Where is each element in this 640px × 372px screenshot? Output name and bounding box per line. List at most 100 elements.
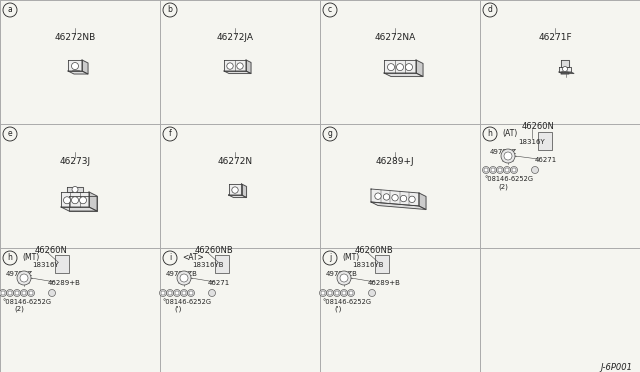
Text: °08146-6252G: °08146-6252G <box>162 299 211 305</box>
Text: <AT>: <AT> <box>182 253 204 262</box>
Polygon shape <box>419 193 426 209</box>
Text: 46289+J: 46289+J <box>376 157 414 167</box>
Text: a: a <box>8 6 12 15</box>
Text: 46289+B: 46289+B <box>48 280 81 286</box>
Text: 46271F: 46271F <box>538 33 572 42</box>
Circle shape <box>1 291 5 295</box>
Text: 49728ZB: 49728ZB <box>166 271 198 277</box>
Polygon shape <box>224 60 246 71</box>
Polygon shape <box>371 189 419 206</box>
Circle shape <box>340 274 348 282</box>
Polygon shape <box>559 72 574 74</box>
Text: 18316YB: 18316YB <box>192 262 223 268</box>
Polygon shape <box>561 72 569 74</box>
Text: f: f <box>168 129 172 138</box>
Circle shape <box>173 289 180 296</box>
Polygon shape <box>224 71 251 74</box>
Text: 46271: 46271 <box>208 280 230 286</box>
Circle shape <box>319 289 326 296</box>
Polygon shape <box>68 71 88 74</box>
Polygon shape <box>89 192 97 211</box>
Circle shape <box>180 289 188 296</box>
Circle shape <box>392 195 398 201</box>
Circle shape <box>209 289 216 296</box>
Circle shape <box>483 167 490 173</box>
Polygon shape <box>68 60 82 71</box>
Circle shape <box>232 187 238 193</box>
Bar <box>215 255 229 273</box>
Text: g: g <box>328 129 332 138</box>
Circle shape <box>159 289 166 296</box>
Circle shape <box>20 274 28 282</box>
Polygon shape <box>61 192 89 207</box>
Circle shape <box>490 167 497 173</box>
Circle shape <box>29 291 33 295</box>
Circle shape <box>375 193 381 199</box>
Text: 46272NA: 46272NA <box>374 33 415 42</box>
Circle shape <box>397 64 403 71</box>
Circle shape <box>369 289 376 296</box>
Circle shape <box>348 289 355 296</box>
Circle shape <box>504 152 512 160</box>
Circle shape <box>342 291 346 295</box>
Polygon shape <box>241 184 246 198</box>
Circle shape <box>15 291 19 295</box>
Circle shape <box>227 63 233 69</box>
Bar <box>55 255 69 273</box>
Circle shape <box>0 289 6 296</box>
Circle shape <box>501 149 515 163</box>
Circle shape <box>349 291 353 295</box>
Circle shape <box>337 271 351 285</box>
Polygon shape <box>561 60 569 67</box>
Text: h: h <box>8 253 12 263</box>
Circle shape <box>406 64 413 71</box>
Text: (MT): (MT) <box>342 253 359 262</box>
Text: h: h <box>488 129 492 138</box>
Polygon shape <box>61 207 97 211</box>
Text: j: j <box>329 253 331 263</box>
Circle shape <box>511 167 518 173</box>
Circle shape <box>8 291 12 295</box>
Circle shape <box>6 289 13 296</box>
Polygon shape <box>228 195 246 198</box>
Circle shape <box>49 289 56 296</box>
Text: 46271: 46271 <box>535 157 557 163</box>
Text: 46260NB: 46260NB <box>195 246 234 255</box>
Circle shape <box>563 67 568 71</box>
Circle shape <box>491 168 495 172</box>
Polygon shape <box>228 184 241 195</box>
Circle shape <box>20 289 28 296</box>
Circle shape <box>175 291 179 295</box>
Text: °08146-6252G: °08146-6252G <box>322 299 371 305</box>
Circle shape <box>17 271 31 285</box>
Text: 49728Z: 49728Z <box>6 271 33 277</box>
Circle shape <box>409 196 415 202</box>
Circle shape <box>400 195 406 202</box>
Text: °08146-6252G: °08146-6252G <box>2 299 51 305</box>
Circle shape <box>326 289 333 296</box>
Text: J-6P001: J-6P001 <box>600 362 632 372</box>
Polygon shape <box>559 67 571 72</box>
Circle shape <box>497 167 504 173</box>
Text: i: i <box>169 253 171 263</box>
Circle shape <box>22 291 26 295</box>
Circle shape <box>335 291 339 295</box>
Polygon shape <box>67 187 83 192</box>
Text: 49728ZB: 49728ZB <box>326 271 358 277</box>
Bar <box>538 132 552 150</box>
Text: (2): (2) <box>14 306 24 312</box>
Circle shape <box>180 274 188 282</box>
Circle shape <box>505 168 509 172</box>
Text: (MT): (MT) <box>22 253 39 262</box>
Text: 46272N: 46272N <box>218 157 253 167</box>
Circle shape <box>177 271 191 285</box>
Circle shape <box>340 289 348 296</box>
Text: 18316Y: 18316Y <box>32 262 59 268</box>
Circle shape <box>189 291 193 295</box>
Circle shape <box>512 168 516 172</box>
Text: d: d <box>488 6 492 15</box>
Circle shape <box>72 197 79 204</box>
Text: 46260NB: 46260NB <box>355 246 394 255</box>
Text: 46289+B: 46289+B <box>368 280 401 286</box>
Circle shape <box>484 168 488 172</box>
